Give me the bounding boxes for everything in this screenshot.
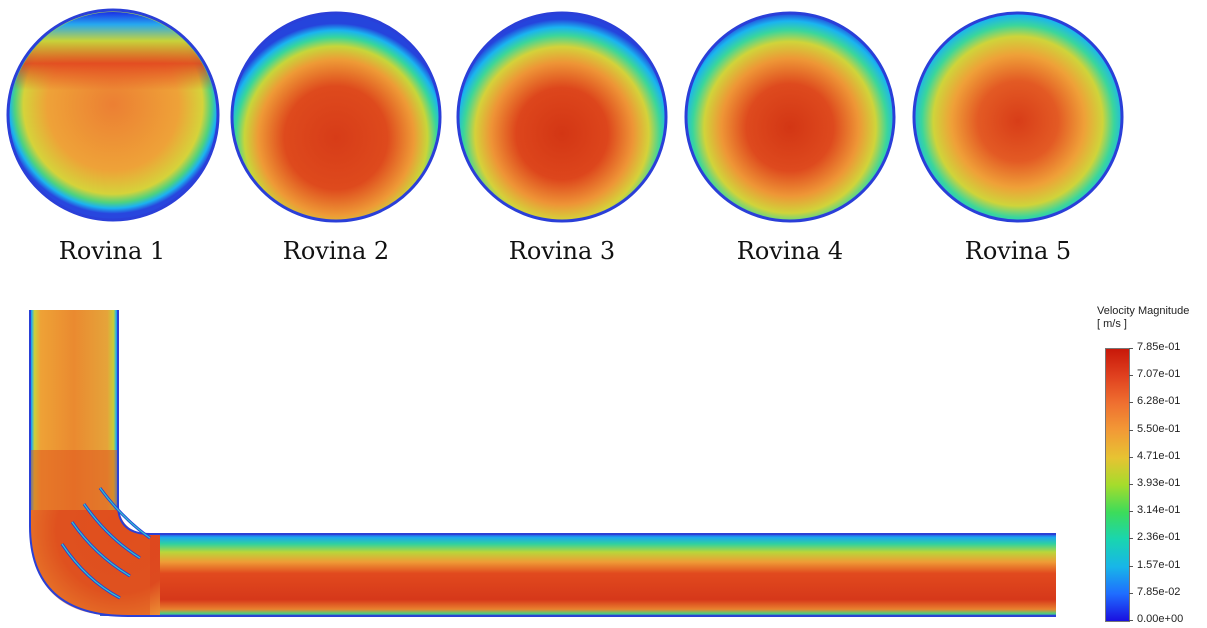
cross-section-2: [230, 11, 442, 223]
colorbar-tick-mark: [1129, 348, 1133, 349]
colorbar-tick-label: 6.28e-01: [1137, 395, 1181, 408]
colorbar-tick-label: 1.57e-01: [1137, 558, 1181, 571]
cross-section-4: [684, 11, 896, 223]
colorbar-tick-label: 0.00e+00: [1137, 613, 1184, 625]
colorbar-tick-label: 7.07e-01: [1137, 368, 1181, 381]
cross-section-3: [456, 11, 668, 223]
cross-section-5: [912, 11, 1124, 223]
colorbar-tick-mark: [1129, 375, 1133, 377]
colorbar-tick-label: 2.36e-01: [1137, 531, 1181, 544]
cross-section-label-3: Rovina 3: [508, 237, 616, 265]
colorbar-tick-mark: [1129, 620, 1133, 621]
colorbar-tick-label: 4.71e-01: [1137, 449, 1181, 462]
cross-section-1: [6, 8, 220, 222]
velocity-legend: Velocity Magnitude [ m/s ] 7.85e-01 7.07e…: [1093, 306, 1207, 628]
cross-section-label-1: Rovina 1: [58, 237, 166, 265]
colorbar-tick-mark: [1129, 565, 1133, 567]
colorbar: [1105, 348, 1130, 622]
legend-title: Velocity Magnitude: [1097, 305, 1190, 317]
cross-sections-svg: [6, 8, 1124, 223]
horizontal-pipe: [100, 534, 1056, 616]
colorbar-tick-mark: [1129, 538, 1133, 540]
colorbar-tick-label: 3.93e-01: [1137, 477, 1181, 489]
colorbar-tick-mark: [1129, 511, 1133, 513]
cross-sections-row: Rovina 1 Rovina 2 Rovina 3 Rovina 4 Rovi…: [0, 0, 1207, 280]
colorbar-tick-label: 5.50e-01: [1137, 422, 1181, 435]
pipe-outer-wall: [29, 310, 1056, 617]
elbow-contour-plot: [29, 310, 1056, 617]
colorbar-tick-mark: [1129, 429, 1133, 431]
legend-unit: [ m/s ]: [1097, 318, 1127, 330]
colorbar-tick-label: 7.85e-01: [1137, 341, 1181, 353]
cross-section-label-5: Rovina 5: [964, 237, 1072, 265]
cross-section-label-2: Rovina 2: [282, 237, 390, 265]
colorbar-tick-mark: [1129, 484, 1133, 485]
colorbar-tick-mark: [1129, 456, 1133, 458]
colorbar-tick-label: 3.14e-01: [1137, 504, 1181, 517]
colorbar-tick-label: 7.85e-02: [1137, 585, 1181, 598]
colorbar-tick-mark: [1129, 592, 1133, 594]
colorbar-tick-mark: [1129, 402, 1133, 404]
cross-section-label-4: Rovina 4: [736, 237, 844, 265]
pipe-inner-wall: [117, 310, 1056, 535]
